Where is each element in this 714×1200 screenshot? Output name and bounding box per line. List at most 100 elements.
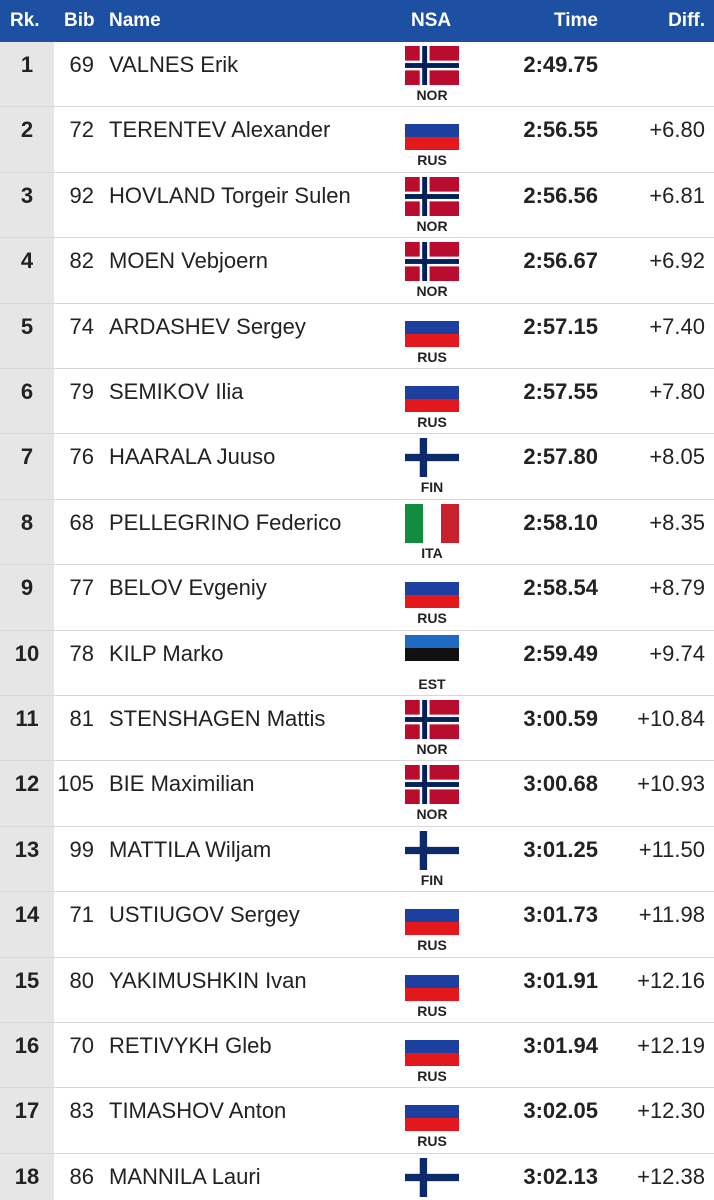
rank: 10 bbox=[0, 630, 54, 695]
result-row: 7 76 HAARALA Juuso FIN 2:57.80 +8.05 bbox=[0, 434, 714, 500]
header-cell: Diff. bbox=[668, 10, 705, 31]
flag bbox=[405, 830, 459, 870]
athlete-name: BELOV Evgeniy bbox=[109, 575, 267, 601]
time: 2:57.80 bbox=[523, 444, 598, 470]
athlete-name: YAKIMUSHKIN Ivan bbox=[109, 967, 307, 993]
rank: 14 bbox=[0, 892, 54, 957]
rank: 13 bbox=[0, 826, 54, 892]
flag bbox=[405, 765, 459, 805]
diff: +8.79 bbox=[649, 575, 705, 601]
rank: 9 bbox=[0, 565, 54, 630]
result-row: 10 78 KILP Marko EST 2:59.49 +9.74 bbox=[0, 630, 714, 696]
result-row: 6 79 SEMIKOV Ilia RUS 2:57.55 +7.80 bbox=[0, 369, 714, 435]
bib: 71 bbox=[69, 902, 94, 928]
result-row: 16 70 RETIVYKH Gleb RUS 3:01.94 +12.19 bbox=[0, 1023, 714, 1089]
bib: 70 bbox=[69, 1033, 94, 1058]
bib: 105 bbox=[57, 771, 94, 797]
bib: 92 bbox=[69, 182, 94, 208]
bib: 79 bbox=[69, 379, 94, 404]
rank: 11 bbox=[0, 696, 54, 761]
diff: +7.40 bbox=[649, 313, 705, 339]
diff: +11.50 bbox=[638, 836, 705, 862]
bib: 72 bbox=[69, 117, 94, 143]
athlete-name: BIE Maximilian bbox=[109, 771, 255, 797]
nsa-code: RUS bbox=[417, 1133, 447, 1150]
flag bbox=[405, 569, 459, 609]
header-cell: NSA bbox=[411, 10, 452, 31]
bib: 83 bbox=[69, 1098, 94, 1124]
result-row: 8 68 PELLEGRINO Federico ITA 2:58.10 +8.35 bbox=[0, 499, 714, 566]
time: 2:49.75 bbox=[523, 52, 598, 77]
diff: +8.05 bbox=[649, 444, 705, 470]
nsa-code: NOR bbox=[416, 87, 448, 103]
athlete-name: TIMASHOV Anton bbox=[109, 1098, 287, 1124]
rank: 15 bbox=[0, 957, 54, 1022]
diff: +12.38 bbox=[637, 1163, 705, 1189]
bib: 86 bbox=[69, 1163, 94, 1189]
athlete-name: HAARALA Juuso bbox=[109, 444, 276, 470]
result-row: 17 83 TIMASHOV Anton RUS 3:02.05 +12.30 bbox=[0, 1088, 714, 1154]
header-cell: Bib bbox=[64, 10, 95, 31]
flag bbox=[405, 896, 459, 936]
bib: 78 bbox=[69, 640, 94, 666]
flag bbox=[405, 700, 459, 739]
nsa-code: RUS bbox=[417, 1002, 447, 1019]
table-header: Rk. Bib Name NSA Time Diff. bbox=[0, 0, 714, 42]
time: 3:02.13 bbox=[523, 1163, 598, 1189]
diff: +7.80 bbox=[649, 379, 705, 404]
rank: 8 bbox=[0, 499, 54, 565]
time: 2:58.10 bbox=[523, 509, 598, 535]
time: 2:57.15 bbox=[523, 313, 598, 339]
nsa-code: RUS bbox=[417, 610, 447, 627]
flag bbox=[405, 176, 459, 216]
result-row: 13 99 MATTILA Wiljam FIN 3:01.25 +11.50 bbox=[0, 826, 714, 893]
nsa-code: FIN bbox=[405, 1199, 459, 1200]
diff: +9.74 bbox=[649, 640, 705, 666]
athlete-name: TERENTEV Alexander bbox=[109, 117, 331, 143]
time: 3:02.05 bbox=[523, 1098, 598, 1124]
diff: +10.93 bbox=[637, 771, 705, 797]
time: 3:00.68 bbox=[523, 771, 598, 797]
athlete-name: USTIUGOV Sergey bbox=[109, 902, 300, 928]
result-row: 14 71 USTIUGOV Sergey RUS 3:01.73 +11.98 bbox=[0, 892, 714, 958]
rank: 6 bbox=[0, 369, 54, 434]
result-row: 5 74 ARDASHEV Sergey RUS 2:57.15 +7.40 bbox=[0, 303, 714, 369]
diff: +10.84 bbox=[637, 706, 705, 731]
rank: 1 bbox=[0, 42, 54, 107]
nsa-code: RUS bbox=[417, 1068, 447, 1084]
bib: 81 bbox=[69, 706, 94, 731]
result-row: 11 81 STENSHAGEN Mattis NOR 3:00.59 +10.84 bbox=[0, 696, 714, 762]
rank: 16 bbox=[0, 1023, 54, 1088]
flag bbox=[405, 503, 459, 543]
rank: 5 bbox=[0, 303, 54, 368]
bib: 80 bbox=[69, 967, 94, 993]
flag bbox=[405, 438, 459, 478]
result-row: 9 77 BELOV Evgeniy RUS 2:58.54 +8.79 bbox=[0, 565, 714, 631]
athlete-name: KILP Marko bbox=[109, 640, 224, 666]
diff: +6.80 bbox=[649, 117, 705, 143]
athlete-name: ARDASHEV Sergey bbox=[109, 313, 306, 339]
time: 2:56.67 bbox=[523, 248, 598, 274]
nsa-code: ITA bbox=[421, 544, 443, 561]
nsa-code: FIN bbox=[420, 871, 444, 888]
time: 2:57.55 bbox=[523, 379, 598, 404]
diff: +11.98 bbox=[638, 902, 705, 928]
flag bbox=[405, 1027, 459, 1066]
nsa-code: NOR bbox=[416, 806, 448, 823]
result-row: 3 92 HOVLAND Torgeir Sulen NOR 2:56.56 +6.81 bbox=[0, 172, 714, 239]
nsa-code: EST bbox=[418, 675, 446, 692]
athlete-name: MATTILA Wiljam bbox=[109, 836, 272, 862]
header-cell: Time bbox=[553, 10, 598, 31]
bib: 82 bbox=[69, 248, 94, 274]
result-row: 15 80 YAKIMUSHKIN Ivan RUS 3:01.91 +12.16 bbox=[0, 957, 714, 1023]
nsa-code: NOR bbox=[416, 741, 448, 757]
athlete-name: MOEN Vebjoern bbox=[109, 248, 268, 274]
nsa-code: FIN bbox=[420, 479, 444, 496]
rank: 4 bbox=[0, 238, 54, 303]
nsa-code: RUS bbox=[417, 414, 447, 430]
time: 3:01.25 bbox=[523, 836, 598, 862]
diff: +6.81 bbox=[649, 182, 705, 208]
rank: 7 bbox=[0, 434, 54, 499]
nsa-code: NOR bbox=[416, 283, 448, 300]
bib: 76 bbox=[69, 444, 94, 470]
